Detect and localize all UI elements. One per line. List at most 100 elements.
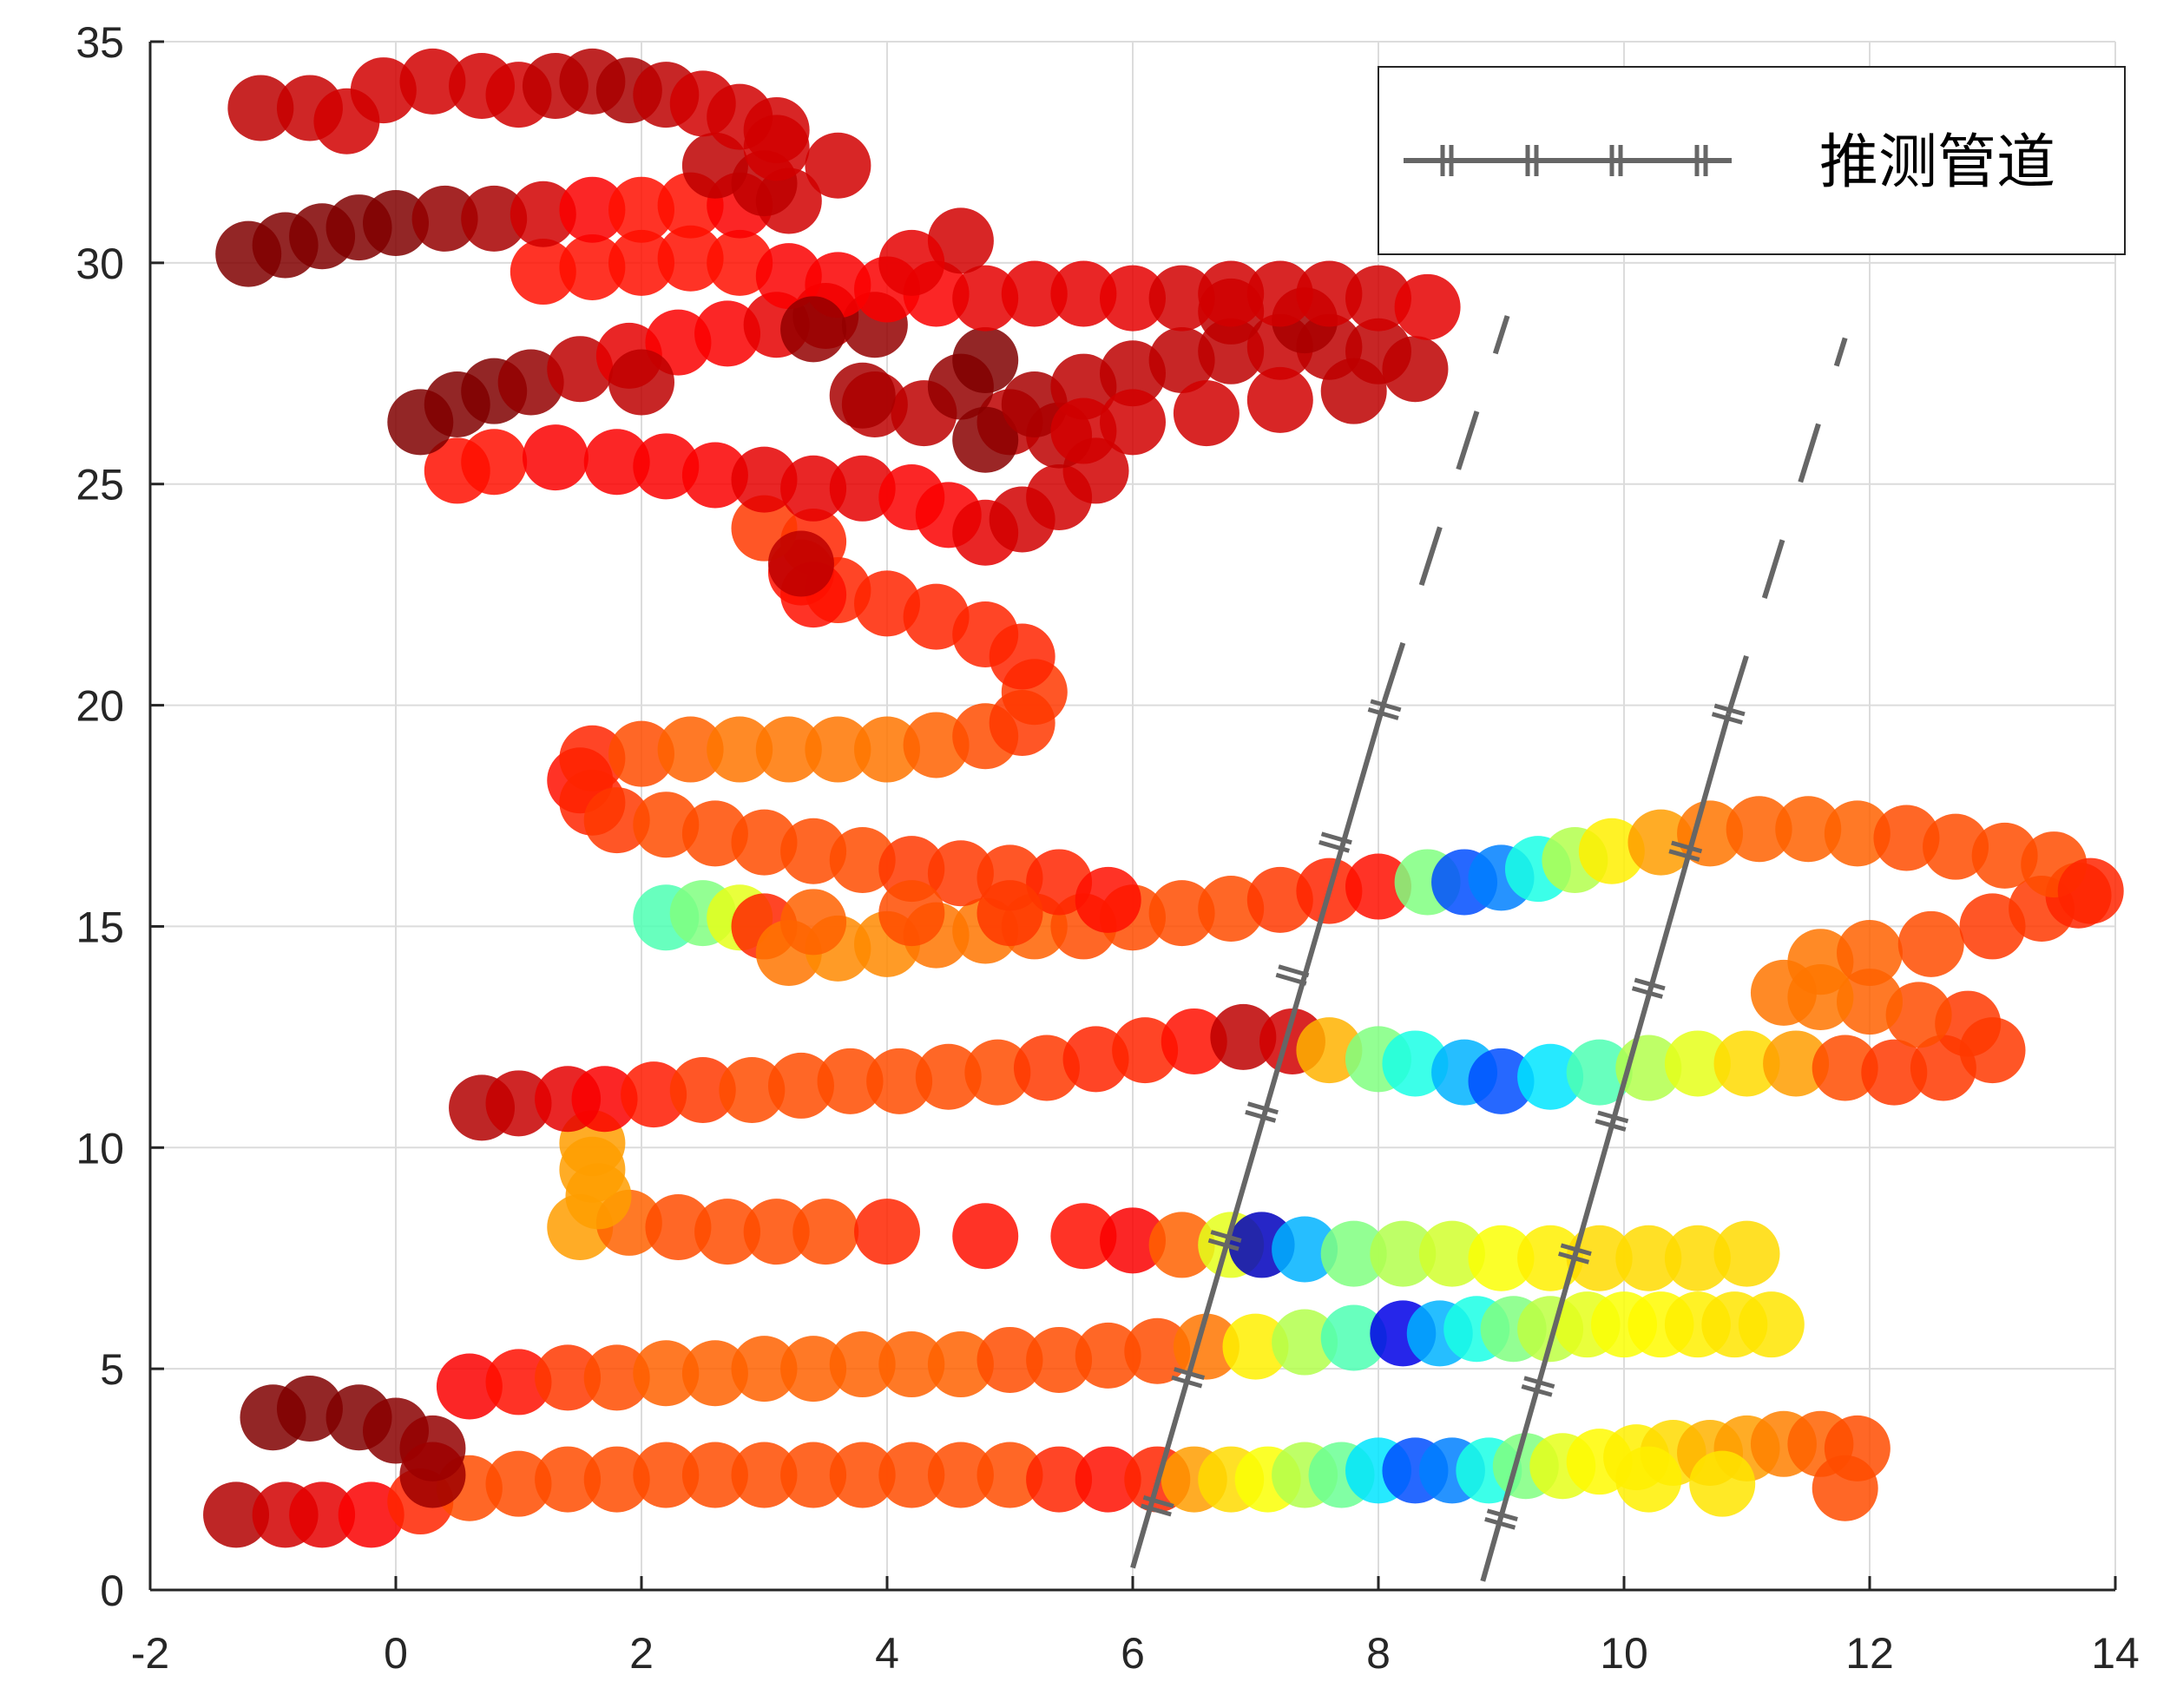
scatter-point — [559, 176, 626, 243]
scatter-point — [1664, 1030, 1731, 1097]
scatter-point — [927, 840, 994, 907]
scatter-point — [780, 296, 847, 363]
scatter-point — [829, 826, 896, 893]
scatter-point — [854, 1199, 920, 1265]
scatter-point — [510, 239, 576, 305]
scatter-point — [1468, 1048, 1535, 1114]
scatter-point — [1837, 920, 1903, 987]
y-tick-label: 0 — [100, 1567, 124, 1615]
scatter-point — [535, 1446, 602, 1513]
pipe-dashed-1 — [1726, 337, 1848, 715]
x-tick-label: 4 — [875, 1629, 899, 1678]
legend-tick-mark — [1694, 145, 1708, 176]
scatter-point — [399, 1442, 466, 1508]
scatter-point — [461, 185, 528, 252]
scatter-point — [289, 1481, 356, 1548]
scatter-point — [276, 1376, 343, 1442]
scatter-point — [1726, 796, 1792, 863]
scatter-point — [1075, 866, 1141, 933]
scatter-point — [719, 1057, 786, 1124]
scatter-point — [1062, 1026, 1129, 1093]
scatter-point — [1812, 1035, 1878, 1101]
scatter-point — [829, 455, 896, 522]
scatter-point — [1112, 1017, 1179, 1084]
pipe-solid-1 — [1480, 713, 1732, 1582]
scatter-point — [731, 809, 798, 876]
scatter-point — [1345, 265, 1411, 332]
scatter-point — [915, 1043, 982, 1110]
scatter-point — [1861, 1039, 1928, 1106]
scatter-point — [1124, 1317, 1191, 1384]
scatter-point — [1787, 929, 1854, 995]
scatter-point — [927, 1331, 994, 1398]
scatter-point — [731, 446, 798, 513]
scatter-point — [1050, 260, 1117, 327]
scatter-point — [1026, 1326, 1093, 1393]
scatter-point — [767, 1052, 834, 1119]
scatter-point — [817, 1048, 884, 1114]
pipe-lines — [1130, 315, 1848, 1582]
y-tick-label: 30 — [76, 240, 124, 288]
scatter-point — [1222, 1313, 1289, 1380]
x-tick-label: 14 — [2091, 1629, 2140, 1678]
scatter-point — [1517, 1043, 1584, 1110]
scatter-point — [1210, 1003, 1277, 1070]
scatter-point — [927, 1442, 994, 1508]
pipe-tick-mark — [1668, 840, 1703, 862]
scatter-point — [1198, 876, 1265, 943]
scatter-point — [1763, 1030, 1830, 1097]
scatter-point — [866, 1048, 933, 1114]
scatter-point — [755, 716, 822, 783]
scatter-point — [1738, 1291, 1805, 1358]
x-tick-label: 12 — [1845, 1629, 1894, 1678]
scatter-point — [1272, 1216, 1338, 1283]
scatter-point — [694, 1199, 761, 1265]
scatter-point — [633, 1340, 700, 1407]
scatter-point — [1664, 1225, 1731, 1291]
scatter-point — [1824, 800, 1891, 867]
scatter-point — [608, 720, 674, 787]
pipe-solid-0 — [1130, 700, 1387, 1569]
scatter-point — [1148, 880, 1215, 947]
scatter-point — [510, 181, 576, 247]
scatter-point — [1578, 818, 1645, 884]
scatter-point — [1615, 1225, 1682, 1291]
scatter-point — [780, 818, 847, 884]
scatter-point — [681, 1340, 748, 1407]
scatter-point — [1320, 1220, 1387, 1287]
scatter-point — [1272, 1309, 1338, 1376]
scatter-point — [743, 96, 810, 163]
scatter-point — [203, 1481, 270, 1548]
scatter-point — [1296, 1017, 1363, 1084]
scatter-point — [1689, 1450, 1756, 1517]
scatter-point — [976, 1442, 1043, 1508]
scatter-point — [1246, 866, 1313, 933]
scatter-point — [1075, 1322, 1141, 1389]
scatter-point — [1148, 265, 1215, 332]
scatter-point — [1394, 273, 1461, 340]
scatter-point — [485, 1450, 552, 1517]
scatter-point — [976, 880, 1043, 947]
pipe-tick-mark — [1521, 1376, 1555, 1397]
scatter-point — [780, 455, 847, 522]
scatter-point — [1837, 969, 1903, 1035]
scatter-point — [792, 1199, 859, 1265]
pipe-tick-mark — [1275, 964, 1310, 986]
pipe-tick-mark — [1631, 977, 1666, 999]
scatter-point — [780, 1442, 847, 1508]
scatter-point — [485, 1070, 552, 1137]
x-tick-label: 2 — [629, 1629, 654, 1678]
scatter-point — [1296, 260, 1363, 327]
scatter-point — [1923, 813, 1989, 880]
x-tick-label: 8 — [1366, 1629, 1391, 1678]
scatter-point — [743, 1199, 810, 1265]
scatter-point — [964, 1039, 1031, 1106]
scatter-point — [878, 229, 945, 296]
scatter-point — [1198, 260, 1265, 327]
pipe-tick-mark — [1207, 1230, 1242, 1251]
scatter-point — [1246, 366, 1313, 433]
scatter-point — [1897, 910, 1964, 977]
scatter-point — [1873, 805, 1940, 871]
scatter-point — [1075, 1446, 1141, 1513]
